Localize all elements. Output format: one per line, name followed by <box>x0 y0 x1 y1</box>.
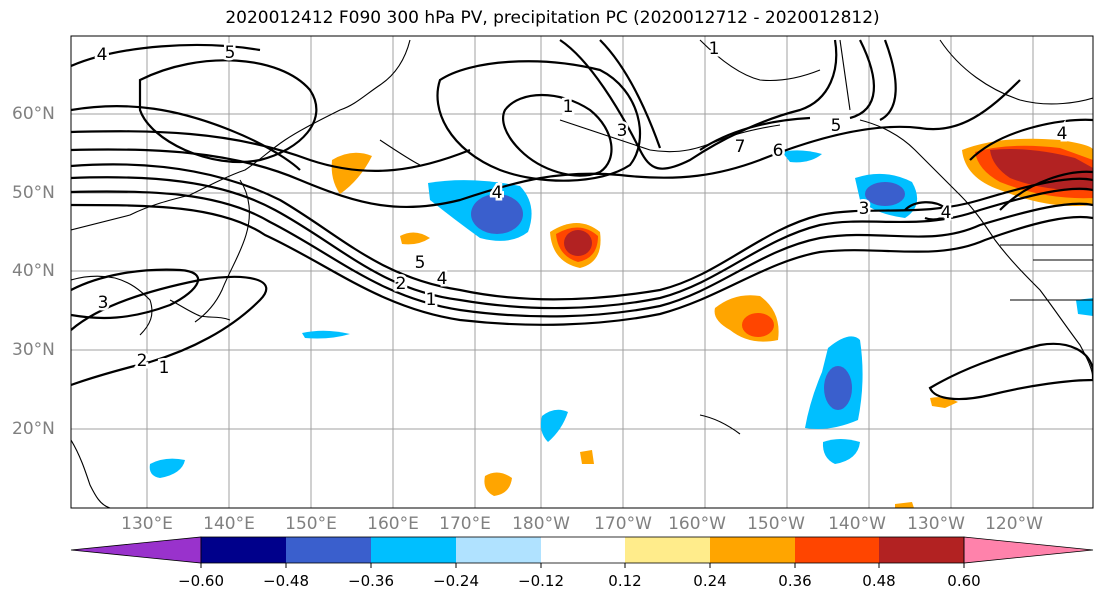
precip-negative-region <box>1076 298 1093 316</box>
lat-label: 30°N <box>12 340 55 360</box>
lon-label: 170°E <box>439 514 491 534</box>
colorbar-tick-label: −0.36 <box>348 572 394 590</box>
colorbar-extend-high <box>963 536 1094 564</box>
contour-label: 1 <box>159 358 170 378</box>
contour-label: 4 <box>492 183 503 203</box>
precip-positive-region <box>400 232 430 245</box>
colorbar-tick-label: −0.60 <box>178 572 224 590</box>
contour-label: 5 <box>225 43 236 63</box>
lon-label: 140°E <box>203 514 255 534</box>
colorbar-segment <box>541 537 625 563</box>
coastlines <box>71 39 1093 508</box>
map-title: 2020012412 F090 300 hPa PV, precipitatio… <box>225 8 880 28</box>
colorbar-segment <box>795 537 879 563</box>
contour-label: 3 <box>859 199 870 219</box>
precip-positive-region <box>484 472 512 496</box>
precip-negative-region <box>149 458 185 478</box>
lon-label: 160°W <box>668 514 726 534</box>
contour-label: 4 <box>1057 124 1068 144</box>
colorbar-tick-label: 0.12 <box>608 572 642 590</box>
contour-label: 1 <box>563 97 574 117</box>
colorbar-segment <box>625 537 710 563</box>
contour-label: 6 <box>773 141 784 161</box>
colorbar-tick-label: 0.36 <box>778 572 812 590</box>
precip-negative-core <box>471 194 523 234</box>
lon-label: 160°E <box>367 514 419 534</box>
precip-positive-core <box>742 313 774 337</box>
contour-label: 7 <box>735 137 746 157</box>
colorbar-segment <box>201 537 286 563</box>
precip-negative-region <box>822 439 860 464</box>
lat-label: 60°N <box>12 104 55 124</box>
contour-label: 5 <box>415 253 426 273</box>
colorbar-tick-label: −0.24 <box>433 572 479 590</box>
precip-negative-region <box>782 150 822 163</box>
lon-label: 140°W <box>828 514 886 534</box>
contour-label: 1 <box>709 39 720 59</box>
contour-label: 1 <box>426 290 437 310</box>
precip-positive-region <box>930 397 958 408</box>
colorbar-segment <box>710 537 795 563</box>
colorbar-segment <box>286 537 371 563</box>
lon-label: 130°W <box>907 514 965 534</box>
precip-negative-region <box>540 409 568 442</box>
contour-label: 2 <box>137 351 148 371</box>
contour-label: 5 <box>831 116 842 136</box>
colorbar-segment <box>879 537 964 563</box>
contour-label: 4 <box>97 45 108 65</box>
lon-label: 130°E <box>121 514 173 534</box>
colorbar-segment <box>371 537 456 563</box>
precip-negative-core <box>824 366 852 410</box>
graticule <box>71 36 1093 508</box>
colorbar-outline <box>200 536 965 564</box>
precip-negative-region <box>302 330 350 339</box>
lon-label: 150°W <box>747 514 805 534</box>
lat-label: 20°N <box>12 419 55 439</box>
precip-positive-core <box>564 230 592 256</box>
precip-positive-region <box>331 152 372 194</box>
pv-contours <box>71 39 1093 401</box>
colorbar-tick-label: 0.48 <box>862 572 896 590</box>
colorbar <box>70 536 1094 568</box>
contour-label: 4 <box>941 203 952 223</box>
contour-label: 3 <box>98 293 109 313</box>
colorbar-tick-label: 0.60 <box>947 572 981 590</box>
colorbar-tick-label: −0.12 <box>518 572 564 590</box>
contour-label: 3 <box>617 121 628 141</box>
colorbar-tick-label: −0.48 <box>263 572 309 590</box>
lon-label: 150°E <box>285 514 337 534</box>
precip-negative-core <box>865 182 905 206</box>
colorbar-tick-label: 0.24 <box>693 572 727 590</box>
lat-label: 50°N <box>12 183 55 203</box>
lon-label: 180°W <box>512 514 570 534</box>
contour-label: 2 <box>396 274 407 294</box>
map-frame <box>70 35 1094 509</box>
precip-positive-region <box>895 502 914 508</box>
precip-shading <box>149 138 1093 508</box>
colorbar-extend-low <box>70 536 202 564</box>
lon-label: 170°W <box>594 514 652 534</box>
lon-label: 120°W <box>985 514 1043 534</box>
precip-positive-region <box>580 450 594 464</box>
lat-label: 40°N <box>12 261 55 281</box>
contour-label: 4 <box>437 269 448 289</box>
colorbar-segment <box>456 537 541 563</box>
contour-label-group: 4 5 1 1 3 4 7 6 5 4 5 4 2 1 3 2 1 3 4 <box>94 37 1070 381</box>
